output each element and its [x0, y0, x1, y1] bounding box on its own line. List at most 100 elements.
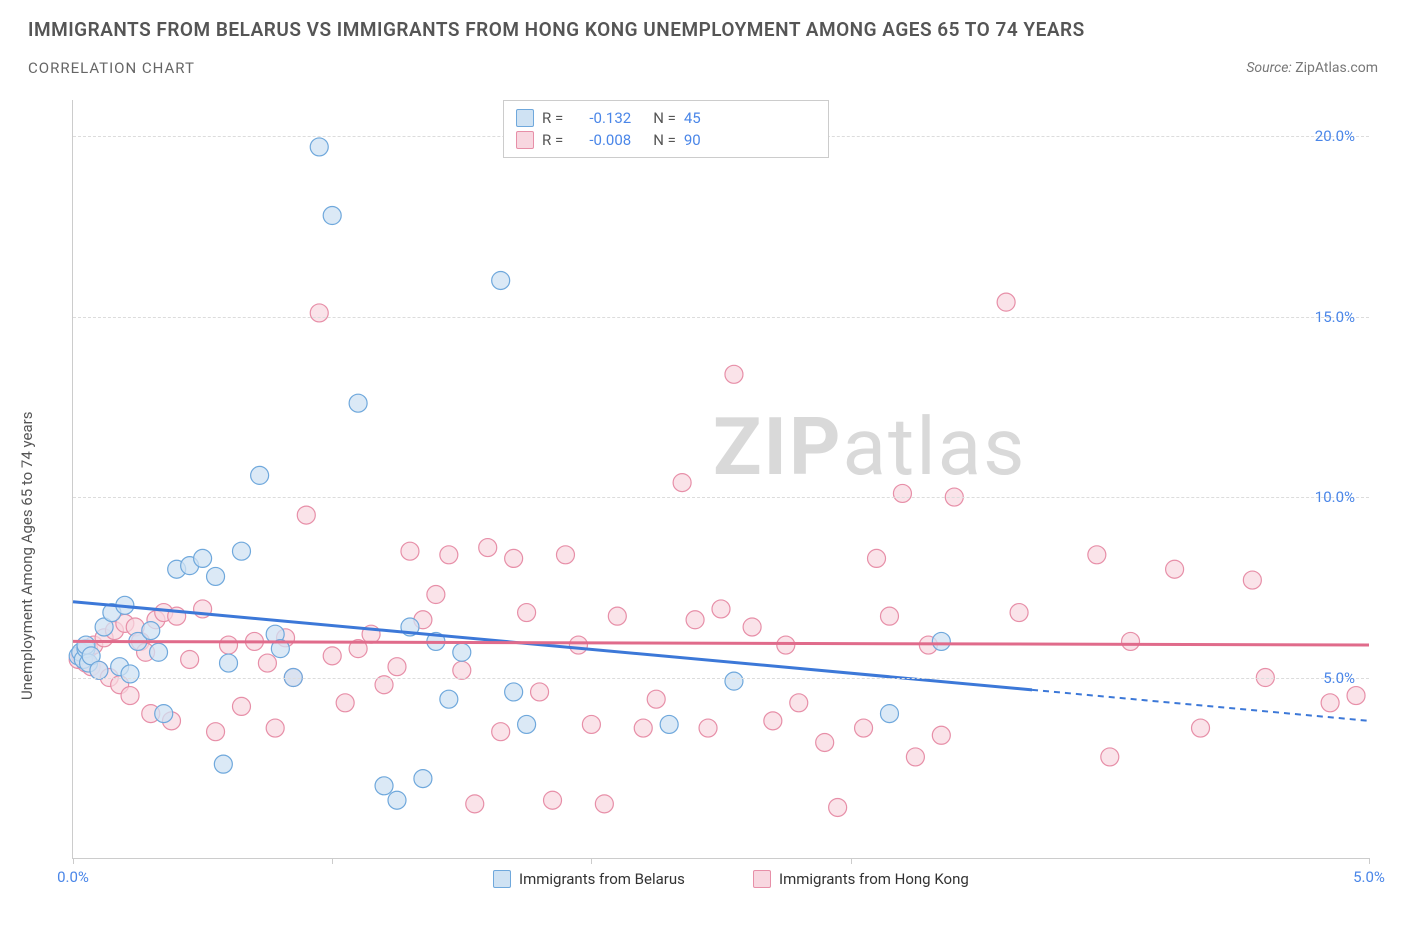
scatter-point — [323, 647, 341, 665]
x-tick — [591, 858, 592, 864]
n-label: N = — [653, 129, 676, 151]
x-tick — [1369, 858, 1370, 864]
scatter-point — [743, 618, 761, 636]
subtitle-row: CORRELATION CHART Source: ZipAtlas.com — [28, 59, 1378, 77]
r-label: R = — [542, 129, 563, 151]
scatter-point — [764, 712, 782, 730]
r-value: -0.008 — [571, 129, 631, 151]
gridline — [73, 317, 1369, 318]
scatter-point — [556, 546, 574, 564]
legend-swatch — [493, 870, 511, 888]
source-prefix: Source: — [1246, 60, 1295, 76]
scatter-point — [310, 138, 328, 156]
scatter-point — [297, 506, 315, 524]
scatter-point — [725, 672, 743, 690]
scatter-point — [466, 795, 484, 813]
scatter-point — [686, 611, 704, 629]
scatter-point — [492, 723, 510, 741]
n-value: 90 — [684, 129, 701, 151]
x-tick — [73, 858, 74, 864]
source-name: ZipAtlas.com — [1295, 60, 1378, 76]
scatter-point — [1321, 694, 1339, 712]
scatter-point — [207, 723, 225, 741]
scatter-point — [932, 632, 950, 650]
scatter-point — [582, 715, 600, 733]
n-label: N = — [653, 107, 676, 129]
x-tick-label: 0.0% — [57, 868, 89, 886]
scatter-point — [893, 484, 911, 502]
x-tick — [851, 858, 852, 864]
scatter-point — [388, 658, 406, 676]
scatter-point — [868, 549, 886, 567]
scatter-point — [712, 600, 730, 618]
r-value: -0.132 — [571, 107, 631, 129]
scatter-point — [1192, 719, 1210, 737]
scatter-point — [251, 466, 269, 484]
legend-swatch — [516, 109, 534, 127]
scatter-point — [121, 687, 139, 705]
scatter-point — [569, 636, 587, 654]
scatter-point — [207, 567, 225, 585]
trend-line-dashed — [1032, 690, 1369, 721]
scatter-point — [1347, 687, 1365, 705]
scatter-point — [427, 586, 445, 604]
scatter-point — [855, 719, 873, 737]
x-tick — [332, 858, 333, 864]
scatter-point — [1010, 604, 1028, 622]
scatter-point — [181, 650, 199, 668]
scatter-point — [608, 607, 626, 625]
scatter-point — [647, 690, 665, 708]
stats-legend: R =-0.132N =45R =-0.008N =90 — [503, 100, 829, 158]
legend-swatch — [753, 870, 771, 888]
scatter-point — [505, 549, 523, 567]
scatter-point — [906, 748, 924, 766]
scatter-point — [1122, 632, 1140, 650]
gridline — [73, 678, 1369, 679]
scatter-point — [214, 755, 232, 773]
series-legend-item: Immigrants from Hong Kong — [753, 870, 969, 888]
scatter-point — [725, 365, 743, 383]
scatter-point — [232, 697, 250, 715]
trend-line — [73, 641, 1369, 645]
scatter-point — [479, 539, 497, 557]
scatter-point — [634, 719, 652, 737]
scatter-point — [1101, 748, 1119, 766]
scatter-point — [518, 604, 536, 622]
scatter-point — [1166, 560, 1184, 578]
chart-title: IMMIGRANTS FROM BELARUS VS IMMIGRANTS FR… — [28, 18, 1378, 41]
scatter-point — [388, 791, 406, 809]
y-tick-label: 15.0% — [1315, 308, 1363, 326]
scatter-svg — [73, 100, 1369, 858]
scatter-point — [932, 726, 950, 744]
scatter-point — [258, 654, 276, 672]
stats-legend-row: R = -0.008 N = 90 — [516, 129, 816, 151]
y-tick-label: 20.0% — [1315, 127, 1363, 145]
scatter-point — [531, 683, 549, 701]
chart-subtitle: CORRELATION CHART — [28, 59, 195, 77]
scatter-point — [505, 683, 523, 701]
scatter-point — [595, 795, 613, 813]
scatter-point — [777, 636, 795, 654]
scatter-point — [401, 542, 419, 560]
scatter-point — [673, 474, 691, 492]
scatter-point — [349, 394, 367, 412]
scatter-point — [142, 622, 160, 640]
scatter-point — [323, 207, 341, 225]
plot-area: ZIPatlas 5.0%10.0%15.0%20.0%0.0%5.0%R =-… — [72, 100, 1369, 859]
scatter-point — [220, 654, 238, 672]
chart-container: IMMIGRANTS FROM BELARUS VS IMMIGRANTS FR… — [0, 0, 1406, 930]
scatter-point — [266, 719, 284, 737]
x-tick-label: 5.0% — [1353, 868, 1385, 886]
r-label: R = — [542, 107, 563, 129]
scatter-point — [518, 715, 536, 733]
gridline — [73, 497, 1369, 498]
scatter-point — [310, 304, 328, 322]
scatter-point — [1088, 546, 1106, 564]
scatter-point — [790, 694, 808, 712]
scatter-point — [375, 777, 393, 795]
scatter-point — [220, 636, 238, 654]
scatter-point — [453, 643, 471, 661]
scatter-point — [492, 271, 510, 289]
scatter-point — [660, 715, 678, 733]
scatter-point — [699, 719, 717, 737]
